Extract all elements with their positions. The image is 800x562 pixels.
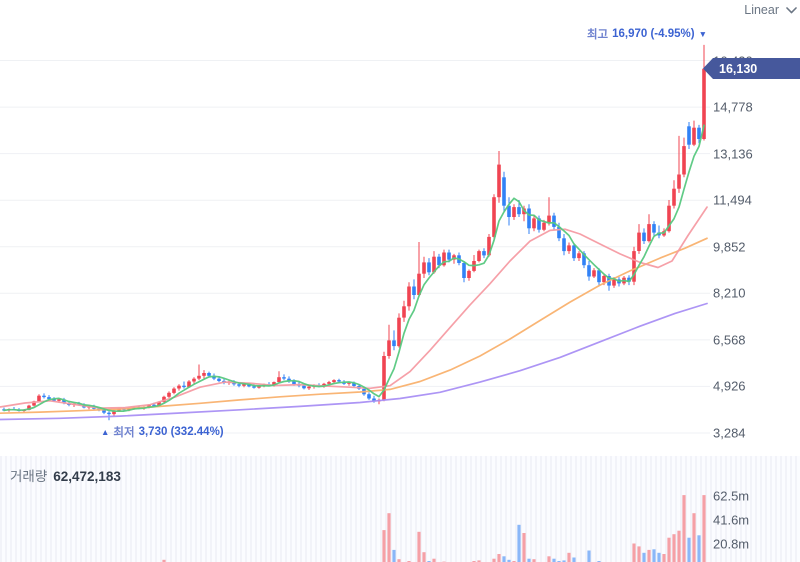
scale-selector[interactable]: Linear	[744, 2, 797, 18]
volume-axis-label: 62.5m	[713, 488, 750, 503]
gridlines	[0, 60, 710, 434]
y-axis-label: 9,852	[713, 239, 746, 255]
current-price-badge: 16,130	[703, 58, 800, 79]
y-axis-label: 8,210	[713, 285, 746, 301]
chevron-down-icon	[786, 6, 797, 14]
scale-selector-label: Linear	[744, 3, 779, 17]
y-axis-label: 14,778	[713, 99, 753, 115]
low-price-label: 최저	[113, 427, 135, 439]
high-price-label: 최고	[586, 29, 609, 41]
arrow-down-icon: ▼	[698, 28, 707, 39]
y-axis-label: 6,568	[713, 332, 746, 348]
low-price-marker: ▲ 최저 3,730 (332.44%)	[101, 424, 224, 440]
y-axis-label: 11,494	[713, 192, 752, 208]
volume-label: 거래량	[10, 469, 48, 484]
volume-header: 거래량 62,472,183	[10, 465, 121, 485]
volume-axis-label: 41.6m	[713, 512, 750, 528]
y-axis-label: 4,926	[713, 378, 746, 394]
arrow-up-icon: ▲	[101, 426, 110, 437]
volume-panel-background	[0, 456, 800, 562]
volume-axis-label: 20.8m	[713, 536, 750, 552]
candles-layer	[2, 44, 706, 421]
volume-value: 62,472,183	[53, 469, 121, 484]
ma-lines	[0, 124, 708, 421]
low-price-value: 3,730 (332.44%)	[138, 426, 224, 438]
high-price-marker: 최고 16,970 (-4.95%) ▼	[552, 26, 707, 42]
high-price-value: 16,970 (-4.95%)	[612, 28, 695, 40]
y-axis-label: 3,284	[713, 425, 746, 441]
y-axis-label: 13,136	[713, 146, 753, 162]
